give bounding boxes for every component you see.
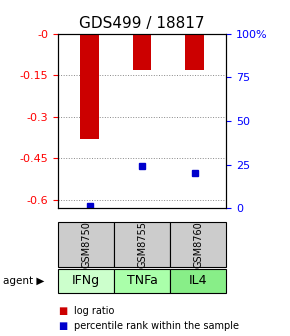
Text: percentile rank within the sample: percentile rank within the sample — [74, 321, 239, 331]
Text: ■: ■ — [58, 321, 67, 331]
Bar — [186, 34, 204, 70]
Title: GDS499 / 18817: GDS499 / 18817 — [79, 16, 205, 31]
Text: IFNg: IFNg — [72, 275, 100, 287]
Text: GSM8760: GSM8760 — [193, 221, 203, 268]
Text: log ratio: log ratio — [74, 306, 114, 316]
Bar — [133, 34, 151, 70]
Text: agent ▶: agent ▶ — [3, 276, 44, 286]
Text: GSM8750: GSM8750 — [81, 221, 91, 268]
Text: ■: ■ — [58, 306, 67, 316]
Text: IL4: IL4 — [189, 275, 207, 287]
Text: TNFa: TNFa — [127, 275, 157, 287]
Text: GSM8755: GSM8755 — [137, 221, 147, 268]
Bar — [80, 34, 99, 139]
